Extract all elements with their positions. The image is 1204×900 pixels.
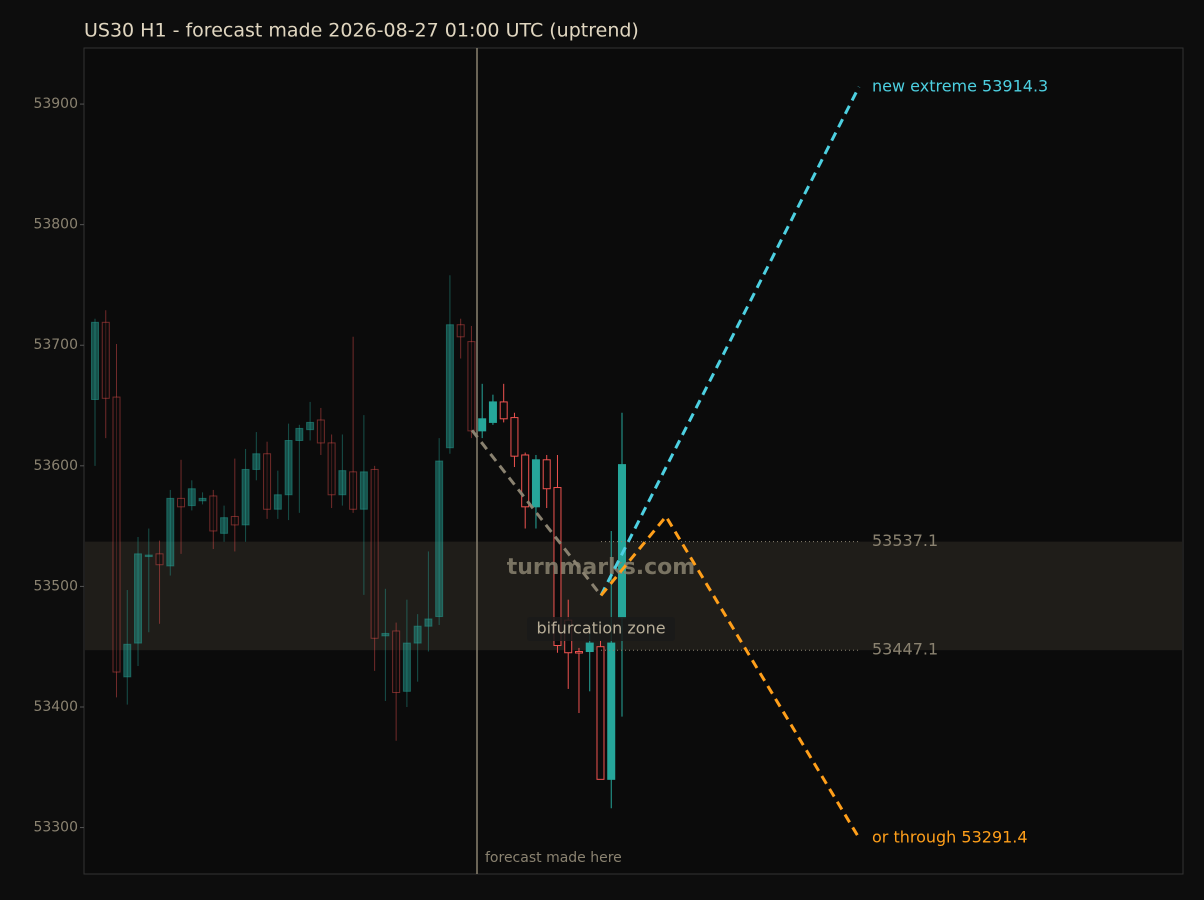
- candle-body: [263, 453, 272, 510]
- candle-body: [155, 553, 164, 566]
- candle-body: [467, 341, 476, 432]
- candle-body: [198, 497, 207, 502]
- level-label: 53537.1: [872, 531, 938, 550]
- candle-body: [424, 618, 433, 627]
- candle-body: [359, 471, 368, 510]
- candle-body: [596, 646, 605, 780]
- candle-body: [273, 494, 282, 510]
- candle-body: [392, 630, 401, 694]
- y-tick-label: 53500: [33, 578, 78, 594]
- y-tick-label: 53300: [33, 820, 78, 836]
- candle-body: [112, 396, 121, 673]
- y-tick-label: 53400: [33, 699, 78, 715]
- candle-body: [553, 487, 562, 646]
- candle-body: [574, 651, 583, 654]
- candle-body: [413, 625, 422, 644]
- candle-body: [478, 418, 487, 432]
- candle-body: [349, 471, 358, 510]
- candle-body: [177, 497, 186, 508]
- candle-body: [338, 470, 347, 496]
- candle-body: [284, 440, 293, 496]
- y-tick-label: 53700: [33, 337, 78, 353]
- candle-body: [230, 515, 239, 526]
- candle-body: [209, 495, 218, 532]
- candle-body: [510, 417, 519, 457]
- forecast-label: forecast made here: [485, 850, 622, 866]
- zone-label-box: [527, 617, 675, 641]
- candle-body: [166, 497, 175, 567]
- candle-body: [220, 517, 229, 534]
- candle-body: [370, 468, 379, 639]
- candle-body: [91, 321, 99, 401]
- plot-area: [83, 47, 1184, 875]
- level-label: 53447.1: [872, 640, 938, 659]
- candle-body: [445, 324, 454, 449]
- candle-body: [499, 401, 508, 420]
- candle-body: [187, 488, 196, 507]
- candle-body: [327, 442, 336, 496]
- candle-body: [381, 632, 390, 637]
- candle-body: [531, 459, 540, 508]
- candle-body: [316, 419, 325, 444]
- projection-path: [470, 429, 603, 597]
- projection-path: [599, 86, 861, 597]
- projection-label: or through 53291.4: [872, 827, 1028, 846]
- candle-body: [295, 427, 304, 442]
- watermark: turnmarks.com: [507, 555, 695, 580]
- candle-body: [144, 554, 153, 558]
- projection-label: new extreme 53914.3: [872, 76, 1048, 95]
- zone-label: bifurcation zone: [536, 619, 665, 638]
- candle-body: [585, 642, 594, 653]
- candle-body: [306, 421, 315, 431]
- candle-body: [607, 642, 616, 780]
- candle-body: [488, 401, 497, 423]
- y-tick-label: 53800: [33, 217, 78, 233]
- projection-path: [599, 513, 861, 839]
- candle-body: [435, 460, 444, 618]
- chart-title: US30 H1 - forecast made 2026-08-27 01:00…: [84, 20, 639, 42]
- y-tick-label: 53900: [33, 96, 78, 112]
- y-tick-label: 53600: [33, 458, 78, 474]
- candle-body: [402, 642, 411, 692]
- candle-body: [252, 453, 261, 470]
- candle-body: [134, 553, 143, 644]
- candle-body: [456, 324, 465, 338]
- candle-body: [241, 468, 250, 526]
- candle-body: [521, 454, 530, 508]
- candle-body: [542, 459, 551, 490]
- candle-body: [123, 643, 132, 678]
- candle-body: [101, 321, 110, 399]
